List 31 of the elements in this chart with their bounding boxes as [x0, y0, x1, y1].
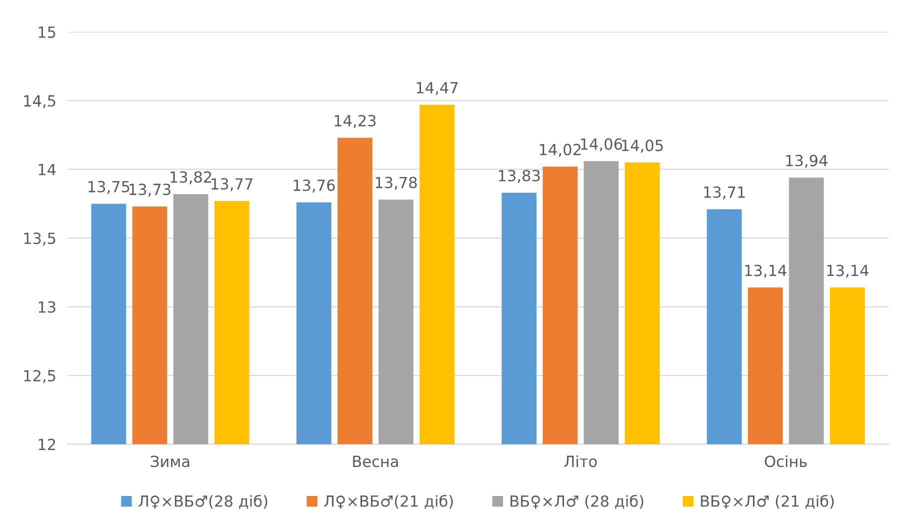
- y-tick-label: 12,5: [24, 370, 56, 384]
- legend-label: Л♀×ВБ♂(21 діб): [324, 494, 453, 509]
- data-label: 13,14: [827, 264, 868, 278]
- data-label: 14,23: [334, 114, 376, 128]
- x-tick-label: Осінь: [764, 455, 807, 468]
- y-tick-label: 14,5: [24, 95, 56, 108]
- y-tick-label: 12: [38, 438, 56, 450]
- y-tick-label: 15: [38, 26, 56, 38]
- y-tick-label: 13,5: [24, 232, 56, 246]
- data-label: 14,05: [622, 140, 663, 153]
- legend-label: ВБ♀×Л♂ (21 діб): [701, 494, 834, 509]
- x-tick-label: Весна: [353, 456, 398, 468]
- data-label: 13,77: [212, 178, 252, 192]
- y-tick-label: 13: [38, 301, 56, 313]
- data-label: 13,78: [376, 176, 417, 190]
- data-label: 13,73: [130, 184, 170, 197]
- data-label: 13,75: [88, 180, 130, 194]
- data-label: 14,47: [416, 82, 458, 96]
- data-label: 13,76: [294, 179, 335, 193]
- data-label: 13,83: [498, 170, 540, 183]
- data-label: 13,82: [170, 171, 212, 184]
- data-label: 13,71: [704, 186, 745, 200]
- data-label: 13,14: [745, 264, 786, 278]
- y-tick-label: 14: [38, 164, 56, 176]
- x-tick-label: Літо: [564, 455, 597, 468]
- data-label: 13,94: [786, 154, 828, 168]
- legend-label: ВБ♀×Л♂ (28 діб): [510, 494, 644, 509]
- data-label: 14,02: [540, 144, 580, 157]
- x-tick-label: Зима: [150, 456, 190, 468]
- data-label: 14,06: [580, 138, 622, 152]
- legend-label: Л♀×ВБ♂(28 діб): [138, 494, 268, 509]
